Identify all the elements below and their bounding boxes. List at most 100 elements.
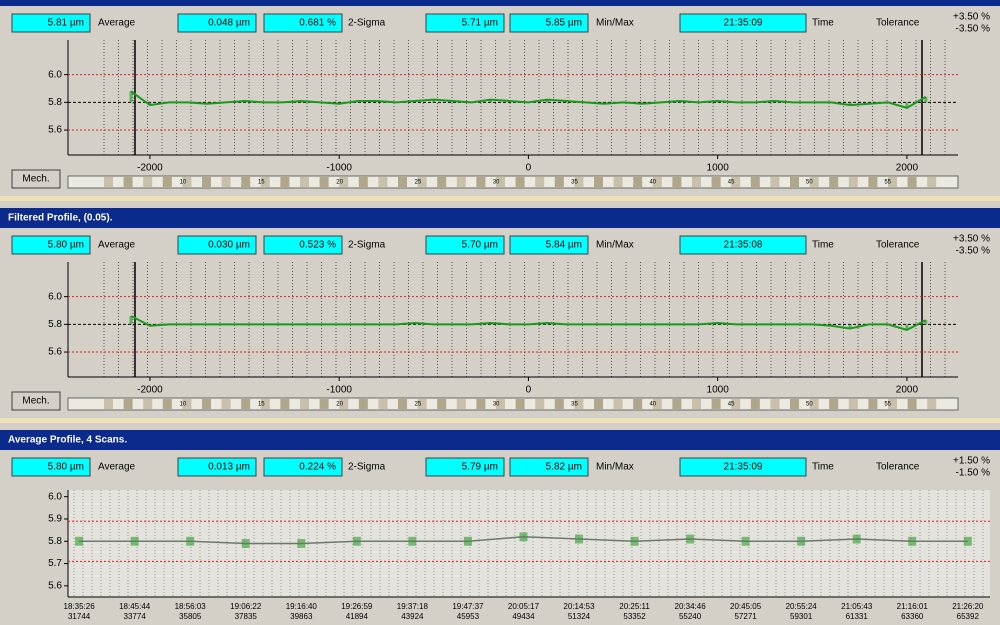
strip-block — [848, 177, 858, 187]
strip-block — [790, 399, 799, 409]
x-tick-label: 39863 — [290, 612, 313, 621]
strip-block — [770, 177, 780, 187]
mech-button[interactable] — [11, 169, 61, 189]
strip-block — [731, 177, 741, 187]
value-field — [177, 13, 257, 33]
strip-block — [731, 399, 741, 409]
strip-block — [692, 399, 701, 409]
value-text: 21:35:09 — [724, 18, 763, 29]
x-tick-label: 2000 — [896, 385, 919, 396]
strip-block — [300, 177, 309, 187]
x-tick-label: 21:05:43 — [841, 602, 873, 611]
x-tick-label: 55240 — [679, 612, 702, 621]
title-bar — [0, 0, 1000, 6]
strip-block — [417, 177, 427, 187]
panel-title: Average Profile, 4 Scans. — [8, 435, 127, 446]
strip-block — [652, 399, 662, 409]
value-field — [263, 13, 343, 33]
strip-block — [809, 399, 819, 409]
x-tick-label: -1000 — [326, 163, 352, 174]
x-tick-label: 0 — [526, 385, 532, 396]
x-tick-label: 21:26:20 — [952, 602, 984, 611]
y-tick-label: 5.6 — [48, 347, 62, 358]
strip-block — [515, 177, 525, 187]
strip-block — [829, 177, 839, 187]
strip-label: 10 — [180, 402, 187, 408]
y-tick-label: 5.6 — [48, 125, 62, 136]
strip-label: 40 — [649, 402, 656, 408]
tolerance-value: -1.50 % — [956, 468, 991, 479]
strip-block — [750, 177, 760, 187]
strip-label: 15 — [258, 180, 265, 186]
strip-block — [633, 177, 643, 187]
x-tick-label: 1000 — [707, 163, 730, 174]
field-label: Average — [98, 462, 136, 473]
strip-block — [652, 177, 662, 187]
x-tick-label: 20:14:53 — [563, 602, 595, 611]
field-label: Min/Max — [596, 18, 634, 29]
strip-block — [888, 399, 897, 409]
strip-label: 55 — [884, 402, 891, 408]
x-tick-label: 19:06:22 — [230, 602, 262, 611]
value-text: 0.013 µm — [208, 462, 250, 473]
field-label: Min/Max — [596, 240, 634, 251]
scan-strip — [67, 175, 959, 189]
strip-block — [927, 177, 937, 187]
strip-label: 45 — [728, 402, 735, 408]
strip-block — [711, 177, 721, 187]
separator — [0, 418, 1000, 423]
mech-button-label[interactable]: Mech. — [22, 174, 49, 185]
strip-block — [260, 177, 270, 187]
value-field — [177, 235, 257, 255]
x-tick-label: -2000 — [137, 385, 163, 396]
strip-block — [770, 399, 780, 409]
x-tick-label: 61331 — [846, 612, 869, 621]
field-label: Time — [812, 240, 834, 251]
strip-block — [143, 399, 153, 409]
value-field — [425, 235, 505, 255]
x-tick-label: 20:55:24 — [786, 602, 818, 611]
value-text: 21:35:08 — [724, 240, 763, 251]
value-text: 5.71 µm — [462, 18, 498, 29]
mech-button[interactable] — [11, 391, 61, 411]
tolerance-value: +3.50 % — [953, 12, 990, 23]
strip-block — [241, 177, 251, 187]
strip-block — [907, 177, 917, 187]
value-field — [11, 13, 91, 33]
tolerance-value: -3.50 % — [956, 246, 991, 257]
value-text: 0.030 µm — [208, 240, 250, 251]
strip-block — [907, 399, 917, 409]
x-tick-label: 31744 — [68, 612, 91, 621]
value-field — [679, 13, 807, 33]
y-tick-label: 6.0 — [48, 291, 62, 302]
strip-label: 50 — [806, 402, 813, 408]
value-field — [177, 457, 257, 477]
strip-label: 15 — [258, 402, 265, 408]
x-tick-label: 49434 — [512, 612, 535, 621]
x-tick-label: 41894 — [346, 612, 369, 621]
strip-block — [319, 399, 329, 409]
strip-label: 50 — [806, 180, 813, 186]
strip-block — [398, 399, 407, 409]
strip-block — [339, 177, 349, 187]
x-tick-label: 0 — [526, 163, 532, 174]
value-field — [679, 235, 807, 255]
strip-block — [378, 177, 388, 187]
strip-label: 30 — [493, 402, 500, 408]
field-label: Tolerance — [876, 240, 920, 251]
strip-block — [672, 177, 682, 187]
strip-block — [104, 177, 113, 187]
y-tick-label: 6.0 — [48, 491, 62, 502]
strip-block — [750, 399, 760, 409]
value-field — [509, 235, 589, 255]
strip-label: 20 — [336, 180, 343, 186]
strip-block — [104, 399, 113, 409]
value-field — [11, 457, 91, 477]
strip-label: 35 — [571, 402, 578, 408]
field-label: Time — [812, 18, 834, 29]
value-field — [263, 235, 343, 255]
strip-block — [437, 399, 447, 409]
strip-block — [143, 177, 153, 187]
strip-block — [280, 399, 290, 409]
mech-button-label[interactable]: Mech. — [22, 396, 49, 407]
